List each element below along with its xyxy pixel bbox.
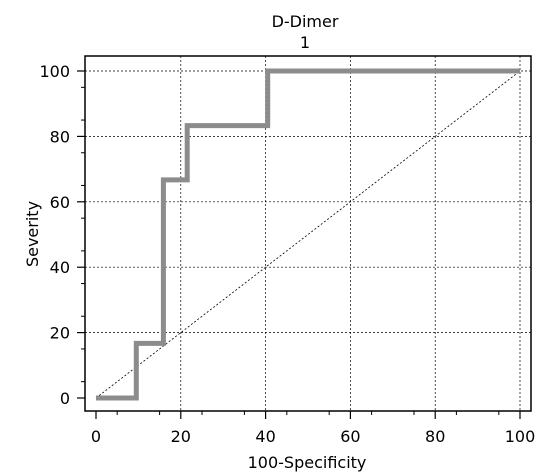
chart-subtitle: 1 <box>300 33 310 52</box>
x-tick-label: 20 <box>171 427 191 446</box>
tick-layer: 0 20 40 60 80 100 0 20 40 60 80 100 <box>39 62 535 446</box>
plot-frame <box>84 55 532 412</box>
y-axis-label: Severity <box>23 201 42 267</box>
y-tick-label: 100 <box>39 62 70 81</box>
y-tick-label: 40 <box>50 258 70 277</box>
roc-curve <box>96 68 520 401</box>
x-tick-label: 60 <box>340 427 360 446</box>
y-tick-label: 0 <box>60 389 70 408</box>
reference-diagonal <box>95 70 521 399</box>
x-axis-label: 100-Specificity <box>248 453 367 472</box>
x-tick-label: 0 <box>91 427 101 446</box>
y-tick-label: 20 <box>50 324 70 343</box>
chart-title: D-Dimer <box>272 12 339 31</box>
x-tick-label: 80 <box>425 427 445 446</box>
series-layer <box>96 68 520 401</box>
x-tick-label: 40 <box>255 427 275 446</box>
y-tick-label: 80 <box>50 127 70 146</box>
x-tick-label: 100 <box>505 427 536 446</box>
reference-layer <box>95 70 521 399</box>
y-tick-label: 60 <box>50 193 70 212</box>
grid-layer <box>85 56 531 411</box>
